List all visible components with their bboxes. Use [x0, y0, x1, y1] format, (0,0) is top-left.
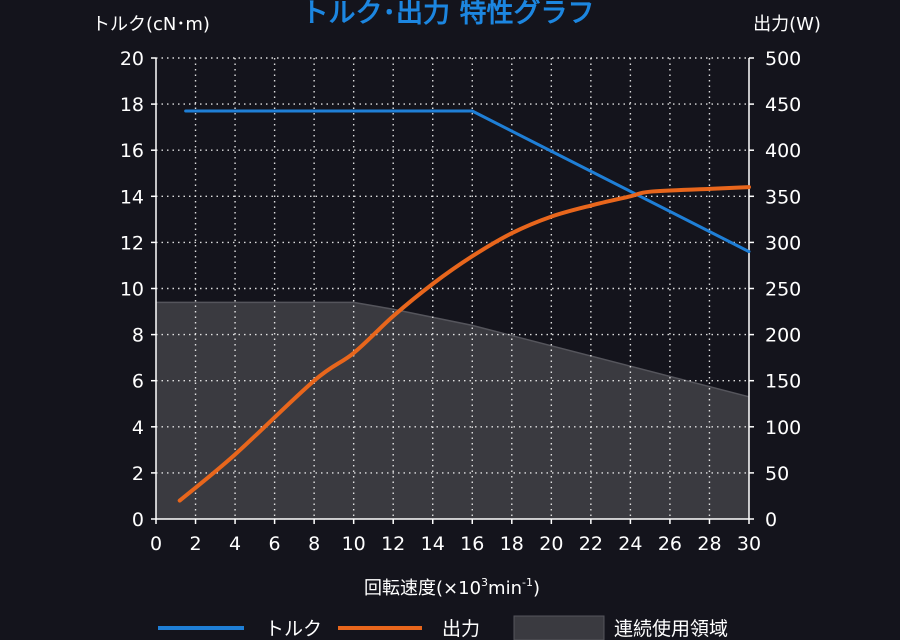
y-right-tick-label: 100: [765, 417, 801, 439]
y-right-tick-label: 450: [765, 94, 801, 116]
x-tick-label: 4: [229, 533, 241, 555]
legend-swatch-2: [513, 615, 605, 640]
x-tick-label: 18: [500, 533, 524, 555]
x-tick-label: 6: [269, 533, 281, 555]
y-right-tick-label: 500: [765, 48, 801, 70]
x-tick-label: 20: [539, 533, 563, 555]
x-tick-label: 22: [579, 533, 603, 555]
area-layer: [156, 301, 750, 519]
x-tick-label: 14: [421, 533, 445, 555]
y-left-tick-label: 16: [120, 140, 144, 162]
y-right-tick-label: 150: [765, 371, 801, 393]
series-layer: [177, 109, 751, 503]
x-tick-label: 16: [460, 533, 484, 555]
x-tick-label: 28: [697, 533, 721, 555]
y-right-tick-label: 300: [765, 232, 801, 254]
legend-label-2: 連続使用領域: [614, 618, 728, 640]
output-line: [177, 185, 751, 503]
y-left-tick-label: 18: [120, 94, 144, 116]
y-right-tick-label: 350: [765, 186, 801, 208]
continuous-use-area-edge: [156, 301, 750, 398]
x-tick-label: 30: [737, 533, 761, 555]
y-left-tick-label: 8: [132, 325, 144, 347]
continuous-use-area: [156, 302, 749, 519]
y-left-tick-label: 20: [120, 48, 144, 70]
y-left-tick-label: 12: [120, 232, 144, 254]
x-axis-label-unit-exp: -1: [522, 576, 533, 589]
y-right-tick-label: 0: [765, 509, 777, 531]
y-right-tick-label: 50: [765, 463, 789, 485]
y-left-tick-label: 6: [132, 371, 144, 393]
x-tick-label: 2: [189, 533, 201, 555]
x-axis-label-main: 回転速度(×10: [364, 578, 481, 599]
y-left-tick-label: 14: [120, 186, 144, 208]
x-axis-label-close: ): [533, 578, 540, 599]
torque-line: [184, 109, 751, 254]
y-right-tick-label: 400: [765, 140, 801, 162]
y-left-tick-label: 10: [120, 279, 144, 301]
x-tick-label: 12: [381, 533, 405, 555]
legend-label-1: 出力: [442, 618, 480, 640]
tick-layer: 0 2 4 6 8 10 12 14 16 18 20 22 24 26 28 300246810121416…: [120, 48, 801, 555]
y-left-tick-label: 4: [132, 417, 144, 439]
x-axis-label-exp: 3: [481, 576, 488, 589]
chart-title: トルク･出力 特性グラフ: [302, 0, 595, 29]
y-left-tick-label: 2: [132, 463, 144, 485]
x-tick-label: 0: [150, 533, 162, 555]
x-tick-label: 24: [618, 533, 642, 555]
x-axis-label-unit: min: [488, 578, 522, 599]
y-right-axis-label: 出力(W): [753, 14, 821, 35]
x-tick-label: 26: [658, 533, 682, 555]
x-tick-label: 10: [342, 533, 366, 555]
y-right-tick-label: 200: [765, 325, 801, 347]
y-left-tick-label: 0: [132, 509, 144, 531]
x-axis-label: 回転速度(×103min-1): [364, 576, 540, 599]
y-right-tick-label: 250: [765, 279, 801, 301]
legend-label-0: トルク: [265, 618, 322, 640]
x-tick-label: 8: [308, 533, 320, 555]
legend: トルク 出力 連続使用領域: [158, 615, 728, 640]
y-left-axis-label: トルク(cN･m): [92, 14, 210, 35]
